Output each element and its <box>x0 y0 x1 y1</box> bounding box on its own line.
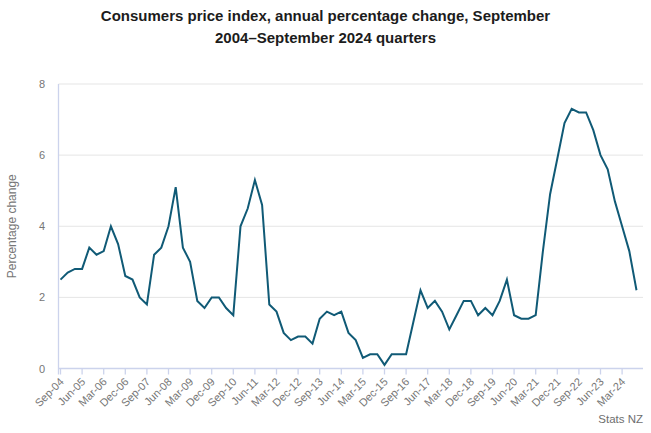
cpi-line-series <box>61 109 637 365</box>
attribution-stats-nz: Stats NZ <box>598 413 643 425</box>
y-tick-label: 8 <box>39 78 45 90</box>
y-tick-label: 0 <box>39 363 45 375</box>
y-tick-label: 2 <box>39 291 45 303</box>
y-axis-title: Percentage change <box>5 174 19 278</box>
y-tick-label: 6 <box>39 149 45 161</box>
cpi-line-chart: 02468Sep-04Jun-05Mar-06Dec-06Sep-07Jun-0… <box>0 0 651 433</box>
page-root: Consumers price index, annual percentage… <box>0 0 651 433</box>
y-tick-label: 4 <box>39 220 45 232</box>
